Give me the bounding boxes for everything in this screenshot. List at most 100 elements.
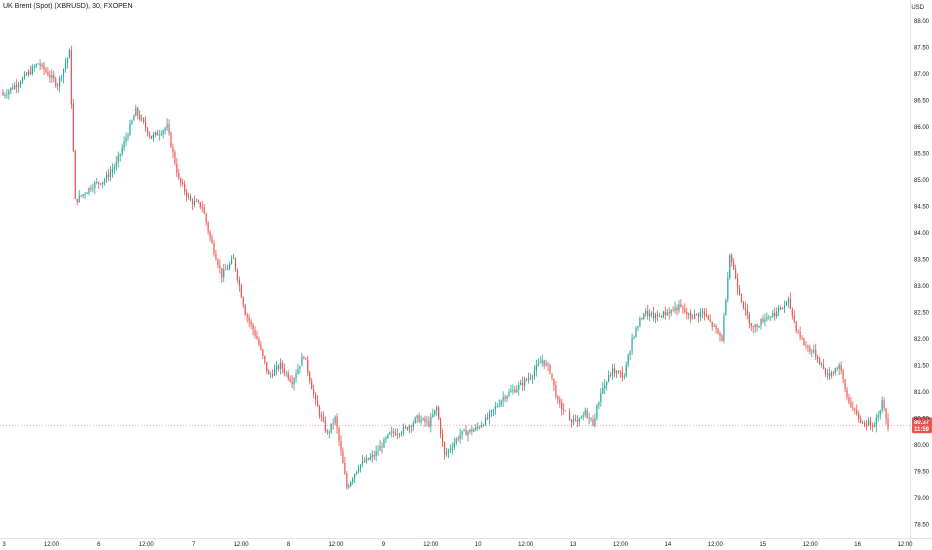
candle-body	[692, 318, 694, 320]
candle	[102, 181, 104, 189]
candle	[572, 414, 575, 425]
candle	[481, 421, 483, 429]
candle-body	[397, 433, 399, 435]
candle-body	[336, 416, 338, 429]
candle	[330, 423, 332, 434]
candle	[494, 402, 496, 416]
candle-body	[850, 402, 852, 408]
candle-body	[232, 258, 235, 260]
candle	[543, 360, 545, 370]
price-tick-label: 82.50	[914, 310, 930, 316]
candle-body	[250, 321, 252, 325]
candle-body	[805, 345, 807, 347]
candle-body	[871, 425, 873, 427]
time-tick-label: 12:00	[423, 542, 439, 548]
candle-body	[281, 362, 283, 369]
candle	[690, 309, 692, 324]
candle	[516, 385, 518, 393]
candle	[342, 447, 344, 464]
candle-body	[760, 318, 762, 326]
candle-body	[80, 195, 82, 197]
candle-body	[588, 417, 590, 419]
candle-body	[189, 196, 192, 201]
candle-body	[623, 376, 625, 378]
candle	[217, 257, 219, 269]
candle	[504, 394, 506, 403]
candle	[424, 415, 426, 427]
price-axis[interactable]: 88.00 87.50 87.00 86.50 86.00 85.50 85.00 84.50…	[914, 19, 930, 528]
candle-body	[522, 382, 524, 386]
candle-body	[25, 74, 28, 75]
candle	[242, 296, 244, 308]
candle-body	[182, 182, 184, 185]
candle	[166, 118, 168, 131]
candle-body	[404, 427, 407, 428]
time-axis[interactable]: 3 12:00 6 12:00 7 12:00 8 12:00 9 12:00 10 12:00 13 1…	[2, 542, 913, 548]
candle	[195, 198, 198, 203]
price-tick-label: 80.00	[914, 443, 930, 449]
candle	[604, 379, 606, 395]
candle	[381, 442, 383, 454]
candle-body	[586, 410, 588, 419]
candle-body	[584, 410, 586, 416]
candle-body	[213, 243, 215, 254]
candle	[295, 369, 297, 383]
candle-body	[338, 428, 340, 441]
candle	[90, 184, 92, 193]
candle-body	[221, 268, 223, 278]
candle	[299, 365, 301, 374]
candle	[180, 177, 182, 188]
candle-body	[684, 308, 686, 313]
candle-body	[434, 410, 436, 415]
candle	[686, 308, 688, 320]
candle	[533, 365, 536, 381]
candle-body	[551, 373, 553, 379]
candle-body	[748, 314, 750, 324]
candle	[219, 259, 221, 274]
candle-body	[234, 258, 237, 270]
candle	[430, 412, 432, 433]
candle	[369, 453, 371, 461]
candle-body	[203, 207, 205, 214]
candle	[59, 75, 61, 93]
candle-body	[791, 309, 793, 316]
price-tick-label: 84.00	[914, 231, 930, 237]
candle	[359, 464, 362, 473]
candle	[875, 413, 877, 433]
candle-body	[651, 312, 653, 314]
candle	[563, 403, 565, 415]
candle-body	[613, 368, 616, 374]
candle-body	[135, 108, 137, 117]
candle-body	[752, 326, 754, 328]
candle-body	[543, 360, 545, 366]
candle-body	[686, 312, 688, 315]
candle	[707, 314, 709, 321]
candle	[842, 368, 844, 384]
candle	[727, 271, 729, 303]
candle	[688, 312, 690, 320]
candle-body	[537, 363, 539, 366]
candle	[266, 361, 268, 375]
candle	[871, 422, 873, 432]
candle-body	[803, 338, 805, 346]
candle	[143, 117, 145, 125]
candle-body	[105, 174, 108, 181]
candle	[273, 364, 276, 377]
candle-body	[817, 356, 819, 360]
candle-body	[664, 311, 666, 316]
candle	[598, 401, 600, 410]
candle	[354, 473, 356, 484]
candle-body	[572, 419, 575, 423]
candle	[174, 149, 176, 166]
candle	[637, 325, 639, 332]
candle	[645, 307, 647, 317]
candle-body	[271, 374, 274, 376]
candle	[524, 376, 526, 391]
candle-body	[62, 68, 65, 78]
candle	[477, 422, 479, 431]
candle-body	[293, 378, 295, 385]
candle-body	[693, 314, 696, 319]
candle-body	[19, 82, 22, 85]
candle-body	[256, 336, 258, 340]
